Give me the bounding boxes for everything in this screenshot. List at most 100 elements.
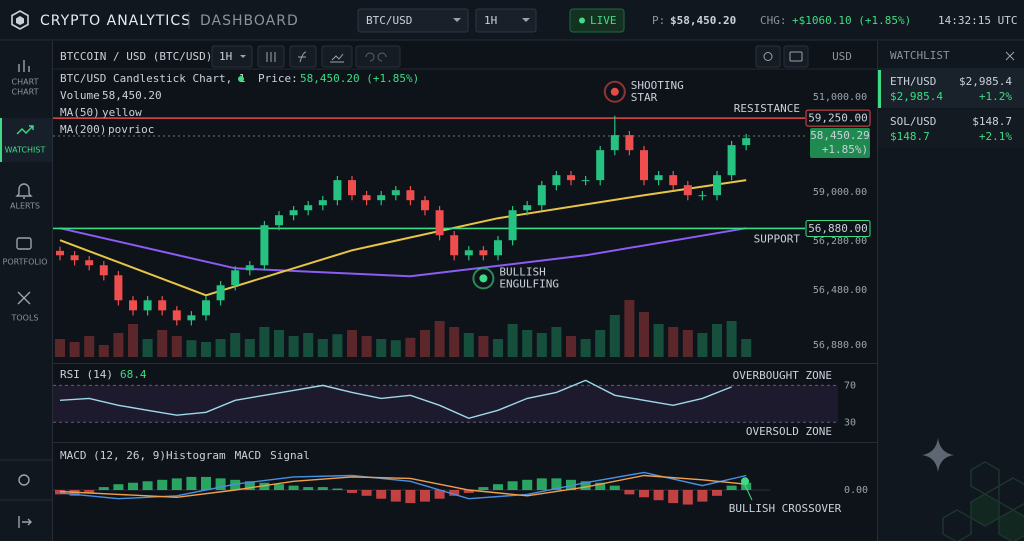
current-price: 58,450.29	[810, 129, 870, 142]
candle-body	[435, 210, 444, 236]
rsi-line	[59, 379, 732, 420]
price-axis-label: 51,000.00	[813, 92, 867, 103]
volume-bar	[347, 330, 357, 357]
macd-legend: Signal	[270, 449, 310, 462]
candle-body	[669, 175, 678, 186]
macd-histogram-bar	[347, 490, 357, 493]
level-name: SUPPORT	[754, 232, 801, 245]
oversold-label: OVERSOLD ZONE	[746, 425, 832, 438]
macd-histogram-bar	[580, 481, 591, 490]
sidebar-item[interactable]: TOOLS	[10, 314, 38, 323]
caret	[240, 55, 246, 58]
price-label: P:	[652, 14, 665, 27]
macd-line	[59, 471, 747, 500]
volume-bar	[259, 327, 270, 357]
macd-histogram-bar	[639, 490, 649, 498]
candle-body	[172, 310, 181, 321]
caret	[522, 18, 530, 22]
candle-body	[333, 180, 342, 201]
volume-bar	[551, 327, 562, 357]
live-badge[interactable]: LIVE	[569, 8, 625, 33]
sidebar-label: PORTFOLIO	[3, 258, 48, 267]
sidebar-icons	[15, 60, 34, 528]
candle-body	[289, 210, 298, 216]
candle-body	[304, 205, 313, 211]
close-button[interactable]	[1005, 51, 1015, 61]
item-price: $2,985.4	[959, 75, 1012, 88]
sidebar-item[interactable]: ALERTS	[10, 202, 40, 211]
macd-histogram-bar	[98, 487, 109, 490]
watchlist-icon	[16, 125, 34, 135]
volume-bar	[98, 345, 109, 357]
sidebar-label: CHART	[12, 88, 39, 97]
candle-body	[596, 150, 605, 181]
macd-legend: Histogram	[166, 449, 226, 462]
volume-bar	[463, 333, 474, 357]
pair-select[interactable]: BTC/USD	[357, 8, 469, 33]
macd-histogram-bar	[609, 485, 620, 490]
candle-body	[654, 175, 663, 181]
glyph	[365, 52, 387, 62]
macd-histogram-bar	[507, 481, 518, 490]
glyph	[789, 51, 803, 62]
candle-body	[231, 270, 240, 286]
legend-volume: 58,450.20	[102, 89, 162, 102]
volume-bar	[609, 315, 620, 357]
candle-body	[377, 195, 386, 201]
candle-body	[202, 300, 210, 316]
macd-histogram-bar	[405, 490, 416, 504]
sidebar-active	[0, 118, 52, 162]
settings-button[interactable]	[755, 45, 781, 68]
price-axis-label: 59,000.00	[813, 187, 867, 198]
macd-title: MACD (12, 26, 9)	[60, 449, 166, 462]
interval-select[interactable]: 1H	[475, 8, 537, 33]
current-change: +1.85%)	[822, 143, 868, 156]
macd-histogram-bar	[376, 490, 387, 499]
crossover-pointer	[744, 485, 753, 501]
volume-bar	[507, 324, 518, 357]
tools-icon	[17, 291, 31, 305]
volume-bar	[566, 336, 576, 357]
volume-bar	[157, 330, 168, 357]
annotation-dot	[479, 274, 488, 283]
volume-bar	[303, 333, 314, 357]
toolbar-glyphs	[266, 51, 803, 63]
candle-body	[99, 265, 108, 276]
sidebar-item[interactable]: WATCHIST	[5, 146, 46, 155]
clock: 14:32:15 UTC	[938, 14, 1017, 27]
volume-bar	[420, 330, 430, 357]
annotation-dot	[610, 87, 619, 96]
level-name: RESISTANCE	[734, 102, 800, 115]
volume-bar	[712, 324, 722, 357]
macd-histogram-bar	[463, 490, 474, 493]
chart-interval-select[interactable]: 1H	[211, 45, 253, 68]
volume-bar	[741, 339, 752, 357]
macd-histogram-bar	[682, 490, 693, 505]
macd-histogram-bar	[420, 490, 430, 502]
volume-bar	[595, 330, 606, 357]
crossover-marker	[741, 477, 749, 486]
volume-bar	[361, 336, 372, 357]
volume-bar	[332, 334, 343, 357]
volume-bar	[69, 342, 80, 357]
macd-histogram-bar	[522, 479, 533, 490]
chart-icon	[18, 60, 30, 72]
candle-body	[143, 300, 152, 311]
watchlist-item[interactable]: ETH/USD $2,985.4 $2,985.4 +1.2%	[878, 70, 1024, 108]
legend-ma200-label: MA(200)	[60, 123, 106, 136]
item-price: $148.7	[972, 115, 1012, 128]
annotation-label: SHOOTING	[631, 79, 684, 92]
candle-body	[421, 200, 429, 211]
volume-bar	[113, 333, 124, 357]
macd-histogram-bar	[478, 487, 489, 490]
sidebar-item[interactable]: PORTFOLIO	[3, 258, 48, 267]
watchlist-item[interactable]: SOL/USD $148.7 $148.7 +2.1%	[878, 110, 1024, 148]
candle-body	[406, 190, 415, 201]
volume-bar	[639, 312, 649, 357]
volume-bar	[697, 333, 708, 357]
macd-histogram-bar	[361, 490, 372, 496]
snapshot-button[interactable]	[783, 45, 809, 68]
